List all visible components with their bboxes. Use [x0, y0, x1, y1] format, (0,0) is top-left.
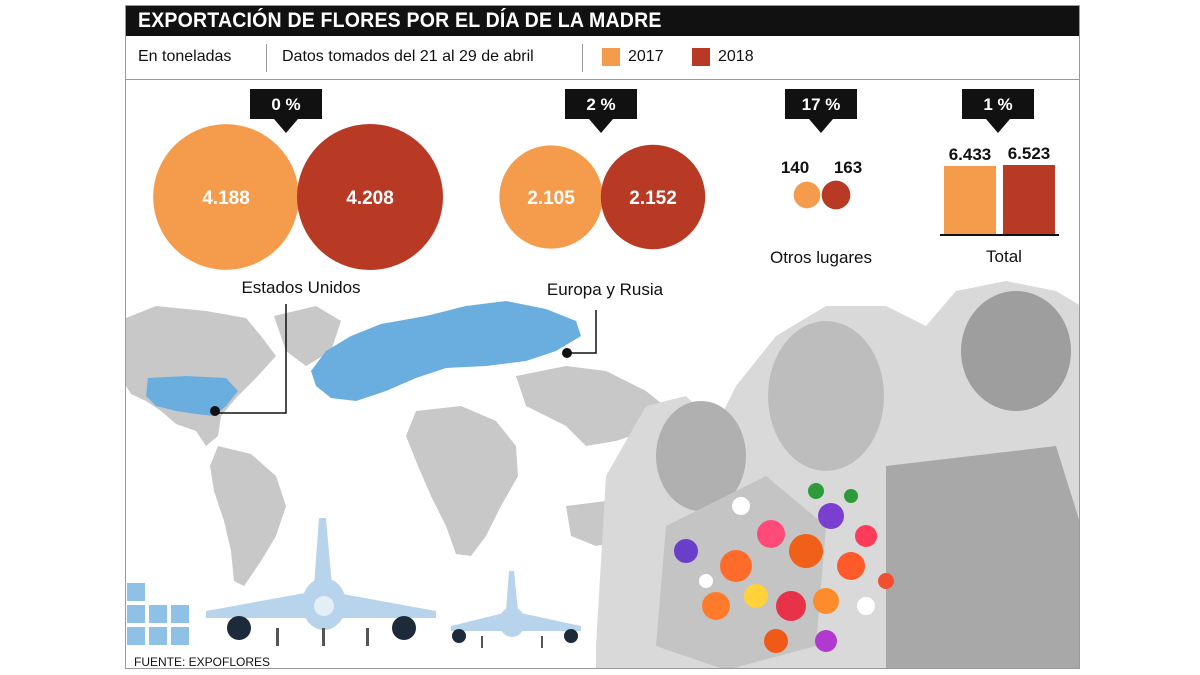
group-3-change-label: 17 %	[802, 95, 841, 114]
bubble-chart: 0 % 4.188 4.208 Estados Unidos 2 % 2.105 2.152…	[153, 89, 1059, 299]
world-map	[126, 281, 1079, 668]
north-america-shape	[126, 306, 276, 446]
europe-russia-shape	[311, 301, 581, 401]
legend-label-2017: 2017	[628, 48, 664, 65]
legend-swatch-2017	[602, 48, 620, 66]
subheader-bar: En toneladas Datos tomados del 21 al 29 …	[126, 36, 1079, 80]
family-photo	[596, 281, 1079, 668]
unit-label: En toneladas	[138, 48, 232, 65]
group-3-value-label-2018: 163	[834, 158, 862, 177]
cargo-box	[126, 581, 147, 603]
group-3-badge	[785, 89, 857, 133]
group-2-value-label-2018: 2.152	[629, 188, 677, 209]
total-bar-2017	[944, 165, 996, 235]
group-1-value-label-2017: 4.188	[202, 188, 250, 209]
greenland-shape	[274, 306, 341, 366]
group-2-bubble-2018	[600, 144, 706, 250]
period-label: Datos tomados del 21 al 29 de abril	[282, 48, 534, 65]
group-3-value-label-2017: 140	[781, 158, 809, 177]
total-bar-2018	[1003, 165, 1055, 235]
group-4-change-label: 1 %	[983, 95, 1012, 114]
airplane-icon	[206, 518, 436, 646]
group-1-value-label-2018: 4.208	[346, 188, 394, 209]
source-label: FUENTE: EXPOFLORES	[134, 655, 271, 669]
group-2-value-label-2017: 2.105	[527, 188, 575, 209]
africa-shape	[406, 406, 518, 556]
total-value-label-2017: 6.433	[949, 145, 992, 164]
cargo-box	[126, 603, 147, 625]
callout-line-us	[216, 304, 287, 414]
legend-label-2018: 2018	[718, 48, 754, 65]
total-value-label-2018: 6.523	[1008, 144, 1051, 163]
group-2-change-label: 2 %	[586, 95, 615, 114]
group-2-bubble-2017	[499, 145, 603, 249]
legend-swatch-2018	[692, 48, 710, 66]
cargo-box	[169, 603, 191, 625]
group-1-change-label: 0 %	[271, 95, 300, 114]
group-4-badge	[962, 89, 1034, 133]
group-3-bubble-2018	[821, 180, 851, 210]
group-1-badge	[250, 89, 322, 133]
callout-dot-europe	[562, 348, 572, 358]
group-3-category-label: Otros lugares	[770, 248, 872, 267]
callout-dot-us	[210, 406, 220, 416]
cargo-box	[147, 625, 169, 647]
group-4-category-label: Total	[986, 247, 1022, 266]
subheader-divider	[582, 44, 583, 72]
group-2-category-label: Europa y Rusia	[547, 280, 664, 299]
chart-title: EXPORTACIÓN DE FLORES POR EL DÍA DE LA M…	[138, 9, 662, 32]
cargo-box	[169, 625, 191, 647]
asia-shape	[516, 366, 671, 446]
title-bar: EXPORTACIÓN DE FLORES POR EL DÍA DE LA M…	[126, 6, 1079, 36]
group-2-badge	[565, 89, 637, 133]
airplane-icon	[451, 571, 581, 648]
south-america-shape	[210, 446, 286, 586]
callout-line-europe	[568, 310, 597, 354]
subheader-divider	[266, 44, 267, 72]
group-1-bubble-2018	[297, 124, 443, 270]
infographic-frame: EXPORTACIÓN DE FLORES POR EL DÍA DE LA M…	[125, 5, 1080, 669]
group-1-bubble-2017	[153, 124, 299, 270]
cargo-box	[126, 625, 147, 647]
group-1-category-label: Estados Unidos	[241, 278, 360, 297]
flower-bouquet-icon	[674, 483, 894, 653]
cargo-box	[147, 603, 169, 625]
group-3-bubble-2017	[793, 181, 821, 209]
